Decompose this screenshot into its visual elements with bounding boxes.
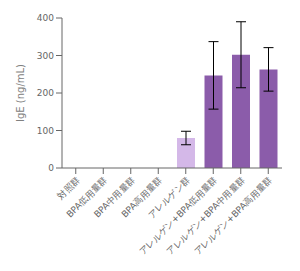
svg-text:400: 400	[37, 13, 54, 23]
svg-text:アレルゲン群: アレルゲン群	[146, 174, 192, 221]
svg-text:200: 200	[37, 88, 54, 98]
svg-text:100: 100	[37, 126, 54, 136]
svg-text:300: 300	[37, 51, 54, 61]
svg-text:アレルゲン+BPA高用量群: アレルゲン+BPA高用量群	[192, 175, 274, 257]
svg-text:BPA中用量群: BPA中用量群	[92, 174, 137, 220]
svg-text:0: 0	[48, 163, 54, 173]
svg-text:BPA高用量群: BPA高用量群	[119, 174, 165, 220]
svg-text:BPA低用量群: BPA低用量群	[64, 174, 110, 220]
svg-text:アレルゲン+BPA低用量群: アレルゲン+BPA低用量群	[137, 174, 220, 257]
svg-text:IgE (ng/mL): IgE (ng/mL)	[15, 64, 26, 122]
svg-text:対照群: 対照群	[56, 175, 82, 201]
svg-text:アレルゲン+BPA中用量群: アレルゲン+BPA中用量群	[164, 174, 247, 257]
